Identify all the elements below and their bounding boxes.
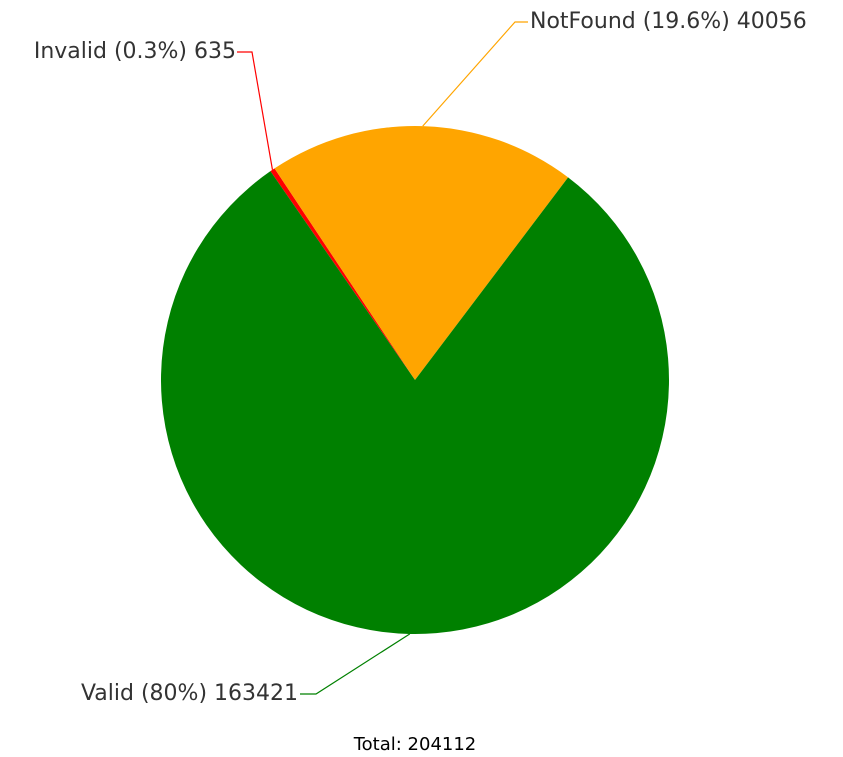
slice-label: Invalid (0.3%) 635 [34,39,236,64]
pie-slice [161,171,670,635]
leader-line [422,21,528,127]
total-label: Total: 204112 [353,734,477,755]
slice-label: NotFound (19.6%) 40056 [530,9,807,34]
slice-label: Valid (80%) 163421 [81,681,298,706]
pie-slice [270,168,415,380]
leader-line [300,633,411,695]
pie-slice [274,125,569,380]
leader-line [237,51,274,170]
